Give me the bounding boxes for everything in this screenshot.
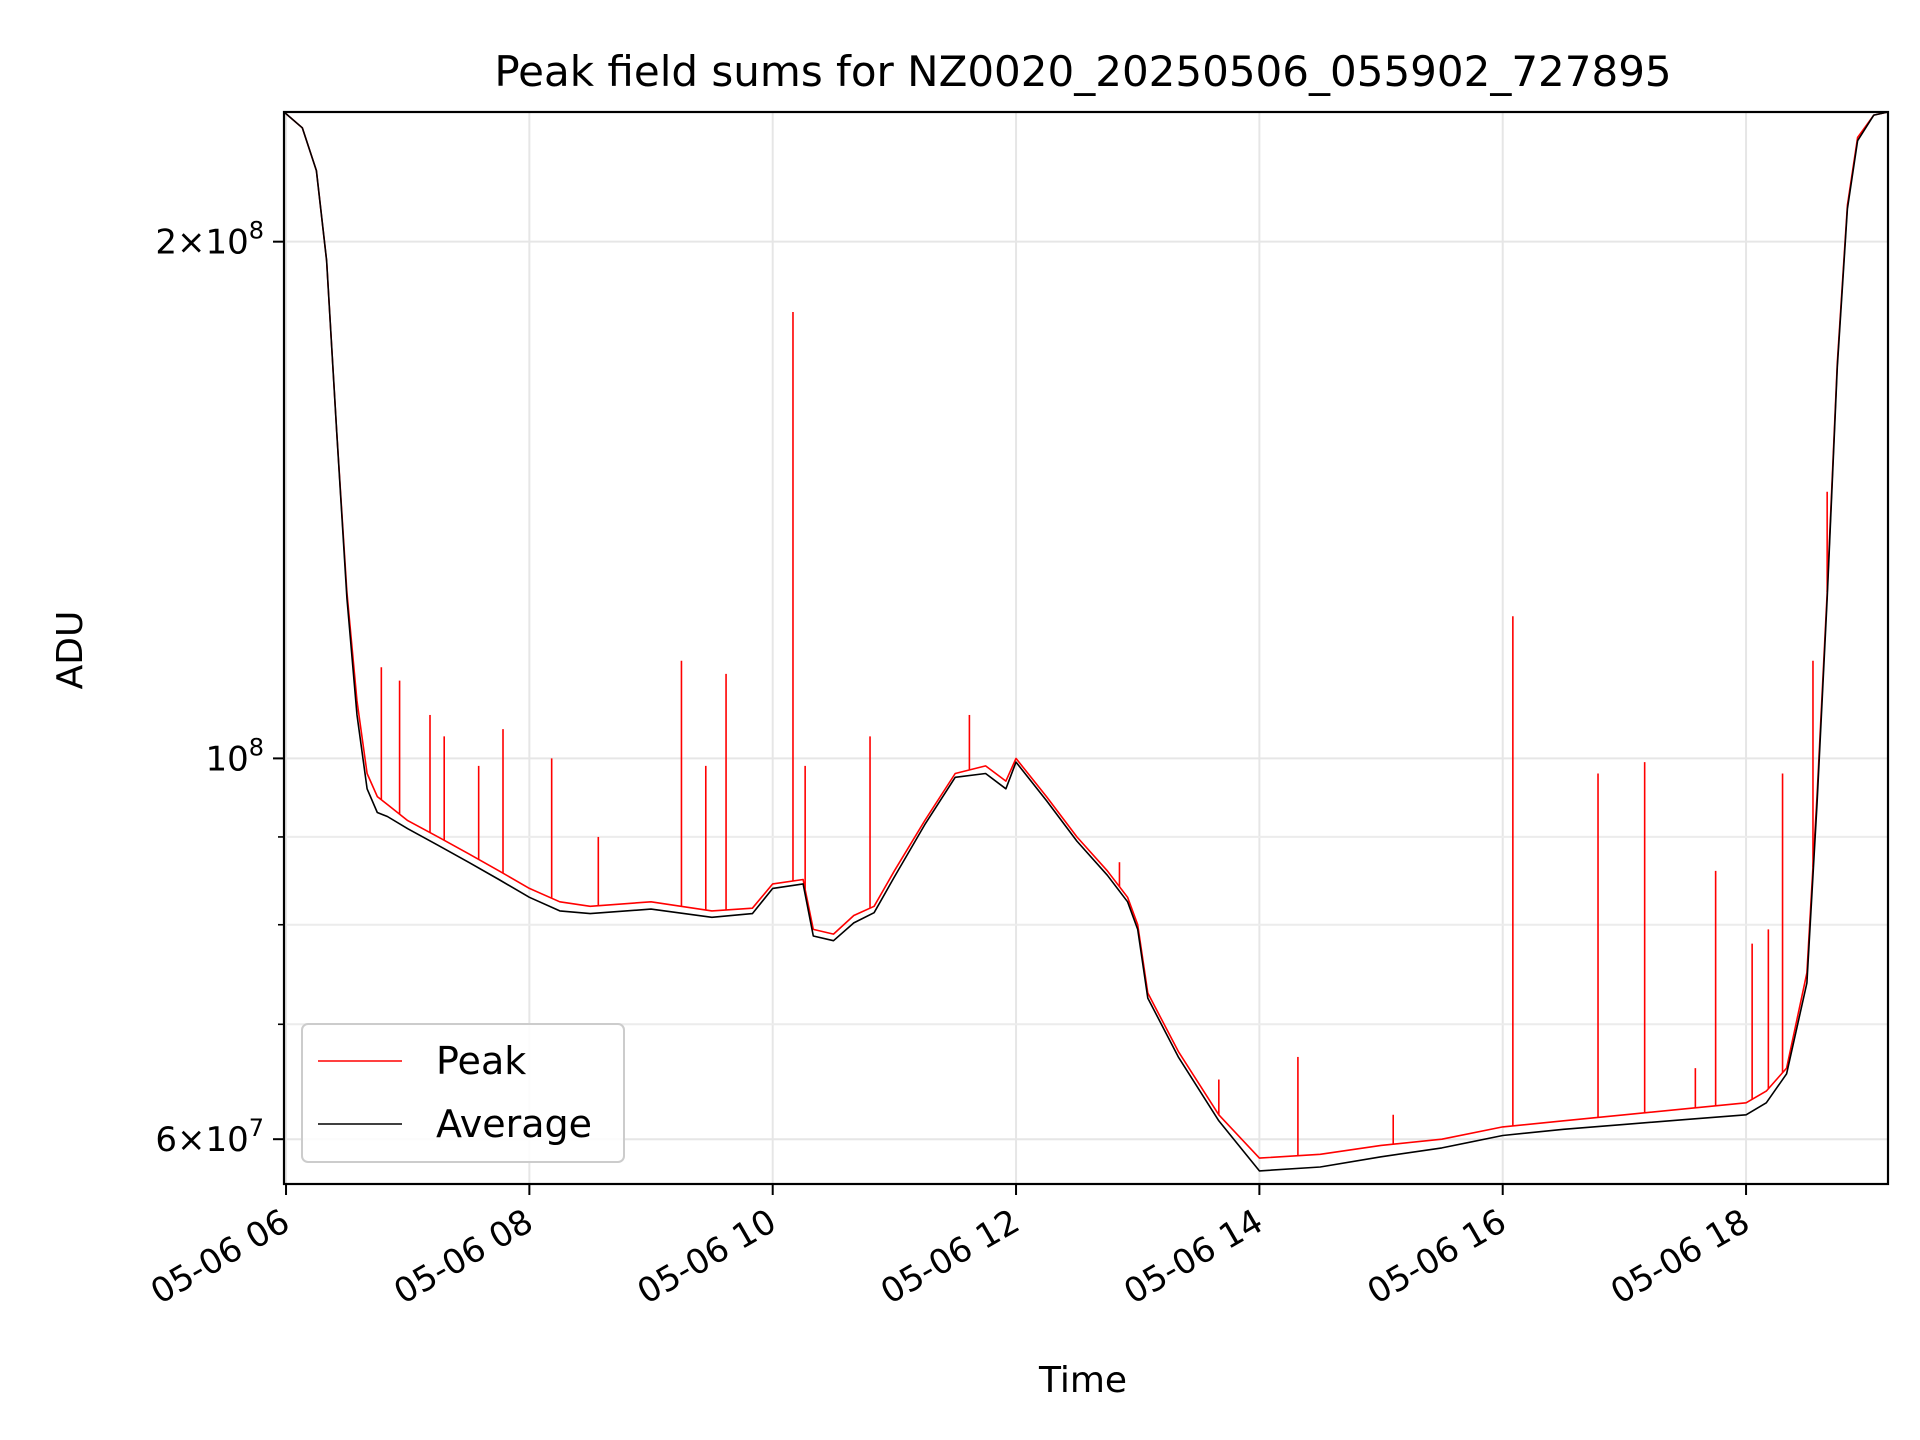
axes xyxy=(282,110,1890,1186)
y-tick-label: 2×108 xyxy=(155,217,264,263)
plot-area xyxy=(283,111,1889,1172)
legend: Peak Average xyxy=(301,1023,625,1163)
legend-label-average: Average xyxy=(436,1102,592,1146)
legend-box xyxy=(301,1023,625,1163)
chart-title: Peak field sums for NZ0020_20250506_0559… xyxy=(494,47,1671,96)
y-tick-label: 6×107 xyxy=(155,1114,264,1160)
y-tick-label: 108 xyxy=(205,733,264,779)
x-axis-label: Time xyxy=(1038,1360,1127,1401)
y-axis-label: ADU xyxy=(50,611,91,690)
series-average-line xyxy=(283,111,1889,1172)
axes-frame xyxy=(282,110,1890,1186)
legend-label-peak: Peak xyxy=(436,1039,526,1083)
